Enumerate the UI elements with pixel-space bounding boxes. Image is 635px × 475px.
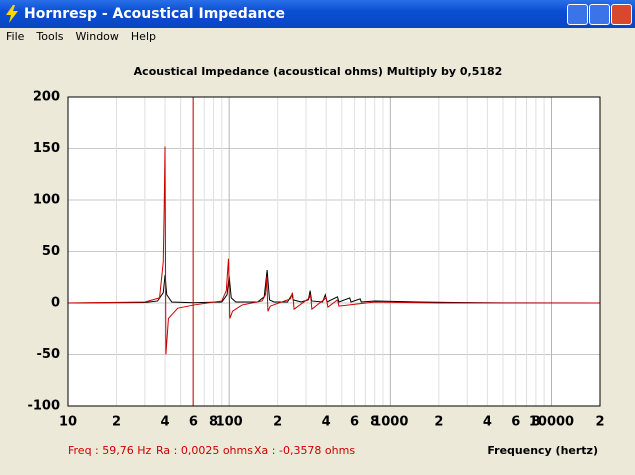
x-tick-label: 10000 — [529, 415, 574, 430]
x-tick-label: 2 — [112, 415, 121, 430]
close-button[interactable] — [611, 4, 632, 25]
y-tick-label: 50 — [42, 244, 60, 259]
x-tick-label: 6 — [189, 415, 198, 430]
x-tick-label: 100 — [216, 415, 243, 430]
window-title: Hornresp - Acoustical Impedance — [24, 6, 286, 22]
y-tick-label: 100 — [33, 193, 60, 208]
status-ra: Ra : 0,0025 ohms — [156, 444, 253, 457]
x-tick-label: 8 — [531, 415, 540, 430]
x-tick-label: 2 — [595, 415, 604, 430]
x-tick-label: 4 — [322, 415, 331, 430]
x-tick-label: 4 — [483, 415, 492, 430]
y-tick-label: 0 — [51, 296, 60, 311]
menu-bar: File Tools Window Help — [0, 28, 635, 46]
chart-title: Acoustical Impedance (acoustical ohms) M… — [134, 65, 503, 78]
y-tick-label: -100 — [27, 399, 60, 414]
menu-item[interactable]: File — [6, 30, 25, 43]
status-freq: Freq : 59,76 Hz — [68, 444, 152, 457]
y-tick-label: -50 — [37, 347, 61, 362]
data-line — [67, 146, 600, 355]
x-tick-label: 6 — [350, 415, 359, 430]
status-xa: Xa : -0,3578 ohms — [254, 444, 355, 457]
x-tick-label: 4 — [161, 415, 170, 430]
app-icon — [6, 5, 18, 23]
y-tick-label: 200 — [33, 90, 60, 105]
chart: Acoustical Impedance (acoustical ohms) M… — [27, 65, 604, 457]
menu-item[interactable]: Tools — [36, 30, 64, 43]
x-tick-label: 6 — [511, 415, 520, 430]
x-axis-label: Frequency (hertz) — [487, 444, 598, 457]
menu-item[interactable]: Window — [75, 30, 119, 43]
y-tick-label: 150 — [33, 141, 60, 156]
x-tick-label: 8 — [209, 415, 218, 430]
maximize-button[interactable] — [589, 4, 610, 25]
plot-frame — [67, 96, 601, 407]
x-tick-label: 10 — [59, 415, 77, 430]
title-bar: Hornresp - Acoustical Impedance — [0, 0, 635, 28]
x-tick-label: 8 — [370, 415, 379, 430]
minimize-button[interactable] — [567, 4, 588, 25]
menu-item[interactable]: Help — [130, 30, 156, 43]
x-tick-label: 1000 — [372, 415, 408, 430]
x-tick-label: 2 — [273, 415, 282, 430]
x-tick-label: 2 — [434, 415, 443, 430]
